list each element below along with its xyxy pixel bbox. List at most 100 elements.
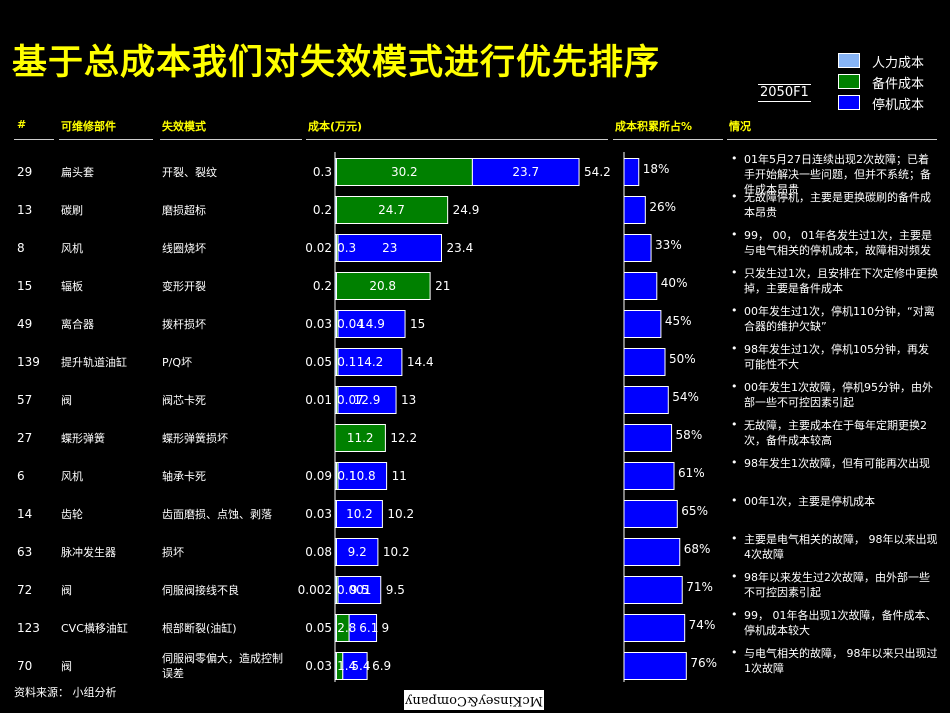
bar-segment-labor [334, 652, 337, 680]
header-divider [59, 139, 153, 140]
row-note: 00年1次，主要是停机成本 [744, 495, 875, 508]
legend-swatch [838, 95, 860, 110]
total-value-label: 24.9 [453, 203, 480, 217]
labor-value-label: 0.03 [305, 507, 332, 521]
labor-value-label: 0.3 [313, 165, 332, 179]
bar-segment-parts [336, 272, 431, 300]
cumulative-label: 65% [681, 504, 708, 518]
parts-value-label: 11.2 [347, 431, 374, 445]
row-note: 98年发生过1次，停机105分钟，再发可能性不大 [744, 343, 929, 371]
bar-segment-parts [336, 310, 339, 338]
cumulative-bar [623, 500, 678, 528]
note-bullet: • [731, 190, 738, 203]
row-note: 00年发生1次故障，停机95分钟，由外部一些不可控因素引起 [744, 381, 933, 409]
cumulative-label: 26% [649, 200, 676, 214]
row-mode: 开裂、裂纹 [162, 166, 217, 179]
row-number: 57 [17, 393, 33, 407]
total-value-label: 6.9 [372, 659, 391, 673]
row-mode: 轴承卡死 [162, 470, 206, 483]
header-status: 情况 [729, 120, 751, 133]
cumulative-label: 40% [661, 276, 688, 290]
cumulative-bar [623, 310, 662, 338]
downtime-value-label: 14.2 [357, 355, 384, 369]
labor-value-label: 0.02 [305, 241, 332, 255]
row-mode: 根部断裂(油缸) [162, 622, 237, 635]
parts-value-label: 1.4 [337, 659, 356, 673]
cumulative-bar [623, 424, 673, 452]
row-note: 无故障，主要成本在于每年定期更换2次，备件成本较高 [744, 419, 927, 447]
bar-segment-parts [336, 386, 339, 414]
downtime-value-label: 23 [382, 241, 397, 255]
note-bullet: • [731, 532, 738, 545]
labor-value-label: 0.05 [305, 621, 332, 635]
labor-value-label: 0.01 [305, 393, 332, 407]
row-mode: 蝶形弹簧损坏 [162, 432, 228, 445]
downtime-value-label: 5.4 [351, 659, 370, 673]
cumulative-bar [623, 272, 658, 300]
header-part: 可维修部件 [61, 120, 116, 133]
parts-value-label: 0.1 [337, 469, 356, 483]
note-bullet: • [731, 608, 738, 621]
row-part: 风机 [61, 470, 83, 483]
bar-segment-parts [336, 348, 339, 376]
row-note: 98年发生1次故障，但有可能再次出现 [744, 457, 930, 470]
bar-segment-labor [334, 386, 337, 414]
header-divider [14, 139, 54, 140]
cumulative-label: 50% [669, 352, 696, 366]
note-bullet: • [731, 380, 738, 393]
bar-segment-labor [334, 538, 337, 566]
cumulative-label: 58% [676, 428, 703, 442]
cumulative-bar [623, 234, 652, 262]
downtime-value-label: 9.2 [348, 545, 367, 559]
bar-segment-parts [336, 234, 339, 262]
cumulative-label: 76% [690, 656, 717, 670]
row-part: 阀 [61, 660, 72, 673]
note-bullet: • [731, 570, 738, 583]
legend-item-labor: 人力成本 [838, 52, 950, 72]
note-bullet: • [731, 228, 738, 241]
row-note: 01年5月27日连续出现2次故障；已着手开始解决一些问题，但并不系统；备件成本昂… [744, 153, 931, 196]
row-mode: 磨损超标 [162, 204, 206, 217]
note-bullet: • [731, 152, 738, 165]
row-note: 只发生过1次，且安排在下次定修中更换掉，主要是备件成本 [744, 267, 938, 295]
labor-value-label: 0.03 [305, 659, 332, 673]
row-part: 风机 [61, 242, 83, 255]
total-value-label: 11 [392, 469, 407, 483]
bar-segment-downtime [342, 652, 368, 680]
labor-value-label: 0.08 [305, 545, 332, 559]
source-note: 资料来源： 小组分析 [14, 686, 117, 699]
total-value-label: 10.2 [387, 507, 414, 521]
row-number: 13 [17, 203, 33, 217]
bar-segment-downtime [348, 614, 378, 642]
legend-swatch [838, 53, 860, 68]
bar-segment-parts [336, 158, 473, 186]
cumulative-bar [623, 386, 669, 414]
row-mode: 阀芯卡死 [162, 394, 206, 407]
header-divider [727, 139, 937, 140]
bar-segment-labor [334, 234, 337, 262]
parts-value-label: 0.1 [337, 355, 356, 369]
total-value-label: 13 [401, 393, 416, 407]
row-number: 123 [17, 621, 40, 635]
legend-item-downtime: 停机成本 [838, 94, 950, 114]
legend-label: 人力成本 [872, 56, 925, 71]
row-part: 齿轮 [61, 508, 83, 521]
header-divider [306, 139, 608, 140]
parts-value-label: 2.8 [337, 621, 356, 635]
bar-segment-labor [334, 310, 337, 338]
header-num: # [17, 118, 27, 131]
header-cum: 成本积累所占% [615, 120, 693, 133]
total-value-label: 54.2 [584, 165, 611, 179]
bar-segment-downtime [337, 576, 382, 604]
cumulative-label: 71% [686, 580, 713, 594]
cumulative-label: 68% [684, 542, 711, 556]
legend-swatch [838, 74, 860, 89]
row-part: 碳刷 [61, 204, 83, 217]
header-divider [160, 139, 302, 140]
row-mode: P/Q坏 [162, 356, 192, 369]
header-divider [613, 139, 723, 140]
bar-segment-labor [334, 348, 337, 376]
row-note: 与电气相关的故障， 98年以来只出现过1次故障 [744, 647, 938, 675]
note-bullet: • [731, 418, 738, 431]
bar-segment-downtime [336, 538, 379, 566]
